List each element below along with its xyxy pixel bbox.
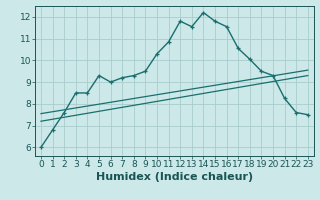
X-axis label: Humidex (Indice chaleur): Humidex (Indice chaleur) [96,172,253,182]
